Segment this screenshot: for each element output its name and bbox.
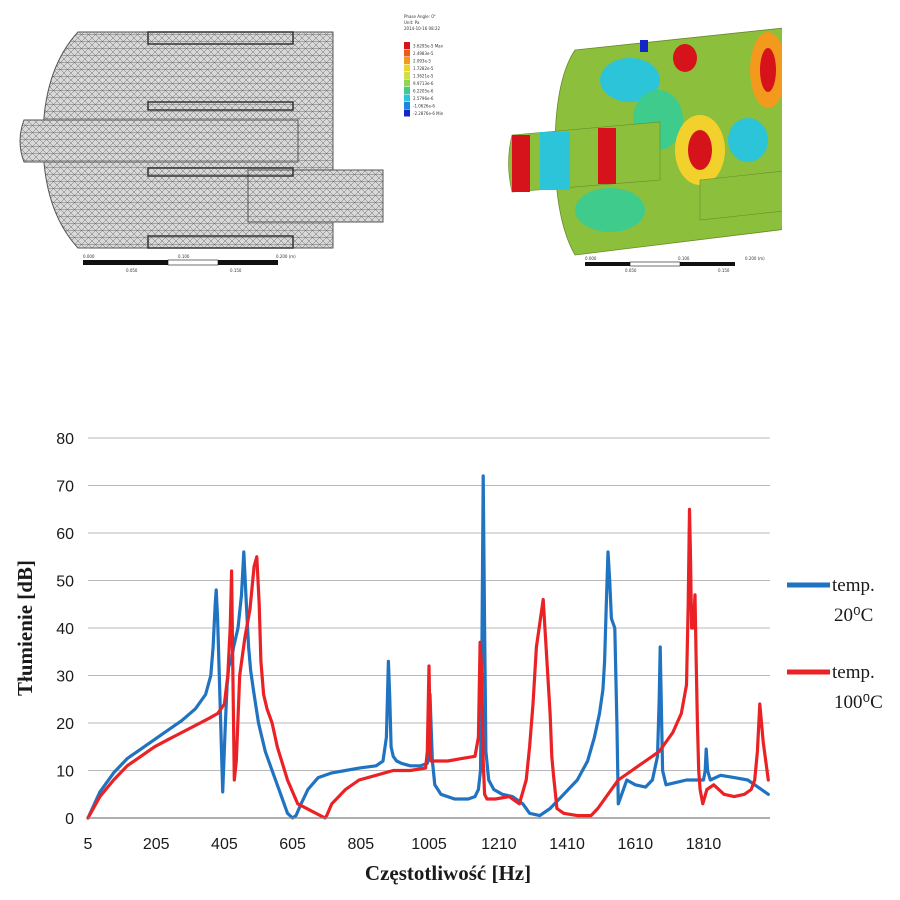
result-legend-label: 1.3621e-5 <box>413 74 434 79</box>
x-tick-label: 405 <box>211 836 238 853</box>
x-tick-label: 1610 <box>618 836 654 853</box>
result-legend-label: 1.7282e-5 <box>413 66 434 71</box>
result-drawing: Phase Angle: 0° Unit: Pa 2014-10-16 08:2… <box>404 14 782 273</box>
result-legend-swatch <box>404 94 410 102</box>
result-contour <box>575 188 645 232</box>
result-legend-swatch <box>404 102 410 109</box>
result-header-line: Phase Angle: 0° <box>404 14 436 19</box>
series-line-1 <box>86 507 770 820</box>
mesh-drawing: 0.000 0.100 0.200 (m) 0.050 0.150 <box>19 31 384 273</box>
result-legend-swatch <box>404 109 410 117</box>
result-legend-swatch <box>404 72 410 79</box>
x-tick-label: 605 <box>279 836 306 853</box>
result-legend-swatch <box>404 79 410 87</box>
mesh-scale-label: 0.000 <box>83 254 95 259</box>
mesh-baffle <box>147 101 294 111</box>
y-tick-label: 10 <box>56 764 74 781</box>
mesh-figure: 0.000 0.100 0.200 (m) 0.050 0.150 <box>8 10 390 275</box>
y-tick-label: 80 <box>56 431 74 448</box>
y-tick-label: 50 <box>56 574 74 591</box>
chart-series <box>86 474 770 820</box>
result-legend-swatch <box>404 42 410 49</box>
x-tick-label: 1005 <box>411 836 447 853</box>
result-legend-label: 2.093e-5 <box>413 59 431 64</box>
mesh-outlet-pipe <box>247 169 384 223</box>
result-header-line: Unit: Pa <box>404 20 420 25</box>
result-contour <box>512 135 530 192</box>
result-legend-label: 9.9713e-6 <box>413 81 434 86</box>
x-axis-ticks: 5 205 405 605 805 1005 1210 1410 1610 1810 <box>84 836 722 853</box>
mesh-baffle <box>147 31 294 45</box>
mesh-scale-label: 0.050 <box>126 268 138 273</box>
result-legend-label: -2.2876e-6 Min <box>413 111 444 116</box>
y-tick-label: 70 <box>56 479 74 496</box>
result-contour <box>728 118 768 162</box>
result-legend-label: 2.4983e-5 <box>413 51 434 56</box>
result-scale-label: 0.100 <box>678 256 690 261</box>
result-legend-label: 2.5796e-6 <box>413 96 434 101</box>
x-tick-label: 205 <box>143 836 170 853</box>
result-legend-swatch <box>404 64 410 72</box>
x-tick-label: 1210 <box>481 836 517 853</box>
result-contour <box>598 128 616 184</box>
result-scale-label: 0.000 <box>585 256 597 261</box>
result-scale-bar: 0.000 0.100 0.200 (m) 0.050 0.150 <box>585 256 765 273</box>
chart-legend: temp. 20⁰C temp. 100⁰C <box>787 575 883 713</box>
mesh-scale-label: 0.100 <box>178 254 190 259</box>
result-contour <box>540 132 570 190</box>
result-contour <box>673 44 697 72</box>
y-tick-label: 20 <box>56 716 74 733</box>
result-legend-label: 3.6295e-5 Max <box>413 44 444 49</box>
result-contour <box>688 130 712 170</box>
result-contour <box>640 40 648 52</box>
y-tick-label: 40 <box>56 621 74 638</box>
result-color-legend: 3.6295e-5 Max 2.4983e-5 2.093e-5 1.7282e-5 1… <box>404 42 444 117</box>
x-axis-title: Częstotliwość [Hz] <box>365 861 531 885</box>
mesh-scale-bar: 0.000 0.100 0.200 (m) 0.050 0.150 <box>83 254 296 273</box>
result-figure: Phase Angle: 0° Unit: Pa 2014-10-16 08:2… <box>400 10 782 275</box>
legend-label: temp. 100⁰C <box>832 662 883 713</box>
x-tick-label: 1810 <box>686 836 722 853</box>
y-tick-label: 0 <box>65 811 74 828</box>
result-scale-label: 0.200 (m) <box>745 256 765 261</box>
x-tick-label: 5 <box>84 836 93 853</box>
x-tick-label: 805 <box>347 836 374 853</box>
result-outlet-pipe <box>699 170 782 221</box>
y-axis-title: Tłumienie [dB] <box>13 560 37 696</box>
x-tick-label: 1410 <box>549 836 585 853</box>
result-legend-swatch <box>404 87 410 94</box>
mesh-scale-label: 0.200 (m) <box>276 254 296 259</box>
mesh-baffle <box>147 235 294 249</box>
result-header-line: 2014-10-16 08:22 <box>404 26 441 31</box>
result-contour <box>760 48 776 92</box>
result-contour <box>600 58 660 102</box>
result-scale-label: 0.150 <box>718 268 730 273</box>
y-tick-label: 60 <box>56 526 74 543</box>
result-legend-swatch <box>404 57 410 64</box>
result-legend-label: 6.2205e-6 <box>413 89 434 94</box>
mesh-inlet-pipe <box>19 119 299 163</box>
y-axis-ticks: 0 10 20 30 40 50 60 70 80 <box>56 431 74 828</box>
result-legend-label: -1.0626e-6 <box>413 104 435 109</box>
result-scale-label: 0.050 <box>625 268 637 273</box>
legend-label: temp. 20⁰C <box>832 575 875 626</box>
mesh-baffle <box>147 167 294 177</box>
y-tick-label: 30 <box>56 669 74 686</box>
mesh-scale-label: 0.150 <box>230 268 242 273</box>
result-legend-swatch <box>404 49 410 57</box>
result-header: Phase Angle: 0° Unit: Pa 2014-10-16 08:2… <box>404 14 441 31</box>
series-line-0 <box>86 474 770 820</box>
